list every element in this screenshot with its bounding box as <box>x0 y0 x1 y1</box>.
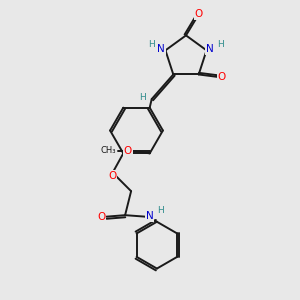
Text: H: H <box>139 93 145 102</box>
Text: O: O <box>97 212 106 222</box>
Text: O: O <box>218 72 226 82</box>
Text: H: H <box>148 40 154 50</box>
Text: O: O <box>195 9 203 20</box>
Text: N: N <box>157 44 165 54</box>
Text: N: N <box>146 211 154 221</box>
Text: H: H <box>217 40 224 50</box>
Text: N: N <box>206 44 214 54</box>
Text: H: H <box>157 206 164 215</box>
Text: O: O <box>124 146 132 156</box>
Text: O: O <box>108 171 117 181</box>
Text: CH₃: CH₃ <box>100 146 116 155</box>
